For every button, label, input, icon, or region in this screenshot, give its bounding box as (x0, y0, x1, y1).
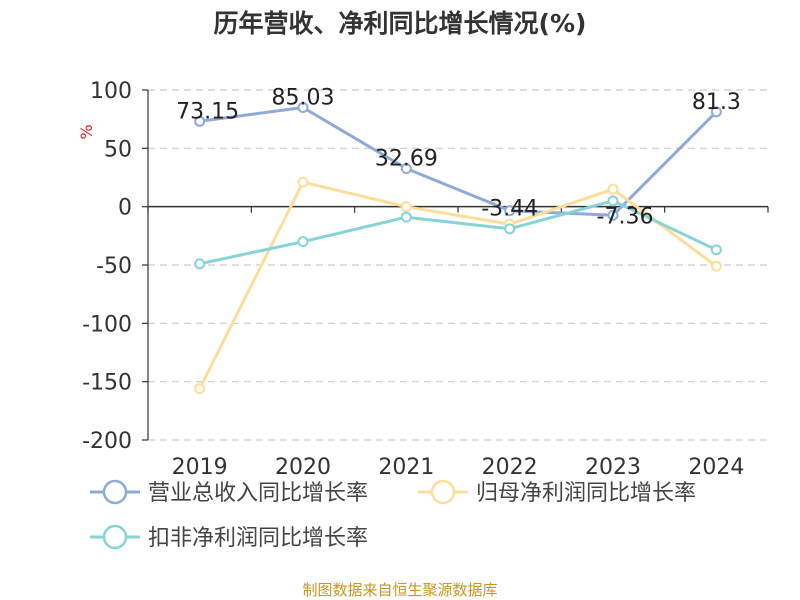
series-line (198, 180, 718, 390)
data-point (194, 115, 206, 127)
series-3 (194, 195, 722, 270)
source-note: 制图数据来自恒生聚源数据库 (302, 581, 497, 599)
data-label: 32.69 (375, 147, 438, 172)
data-point (607, 183, 619, 195)
legend-marker (102, 524, 128, 550)
data-point (297, 176, 309, 188)
data-point (297, 101, 309, 113)
y-tick-label: -150 (82, 371, 132, 396)
series-line (199, 199, 717, 266)
data-point (400, 163, 412, 175)
data-point (194, 258, 206, 270)
data-point (607, 209, 619, 221)
y-axis-unit-label: % (77, 124, 96, 139)
series-1 (194, 101, 722, 221)
axes: 100 50 0 -50 -100 -150 -200 2019 2020 2021 2022 202… (82, 79, 769, 480)
x-tick-label: 2019 (172, 455, 228, 480)
legend-label: 营业总收入同比增长率 (148, 481, 368, 506)
data-point (710, 106, 722, 118)
data-label: -3.44 (481, 197, 538, 222)
data-label: 85.03 (272, 85, 335, 110)
data-label: 81.3 (692, 90, 741, 115)
data-point (194, 383, 206, 395)
legend-marker (102, 479, 128, 505)
x-tick-label: 2020 (275, 455, 331, 480)
series-2 (194, 176, 722, 395)
data-point (297, 236, 309, 248)
legend-item-2[interactable]: 归母净利润同比增长率 (418, 479, 696, 506)
y-tick-label: 100 (90, 79, 132, 104)
chart-title: 历年营收、净利同比增长情况(%) (214, 9, 587, 38)
data-label: -7.36 (597, 204, 654, 229)
legend-label: 归母净利润同比增长率 (476, 481, 696, 506)
data-point (400, 201, 412, 213)
data-point (504, 205, 516, 217)
data-point (607, 195, 619, 207)
data-point (710, 244, 722, 256)
legend-marker (430, 479, 456, 505)
grid-lines (148, 89, 768, 441)
legend-item-1[interactable]: 营业总收入同比增长率 (90, 479, 368, 506)
x-tick-label: 2023 (585, 455, 641, 480)
x-tick-label: 2022 (482, 455, 538, 480)
x-tick-label: 2024 (688, 455, 744, 480)
data-point (710, 260, 722, 272)
y-tick-label: -200 (82, 429, 132, 454)
y-tick-label: -50 (96, 254, 132, 279)
data-point (504, 223, 516, 235)
series-line (199, 106, 718, 217)
data-point (400, 211, 412, 223)
legend-item-3[interactable]: 扣非净利润同比增长率 (90, 524, 368, 551)
legend-label: 扣非净利润同比增长率 (148, 526, 368, 551)
x-tick-label: 2021 (378, 455, 434, 480)
y-tick-label: 0 (118, 196, 132, 221)
series-lines (194, 101, 722, 395)
data-labels: 73.15 85.03 32.69 -3.44 -7.36 81.3 (176, 85, 741, 229)
data-label: 73.15 (176, 99, 239, 124)
y-tick-label: -100 (82, 312, 132, 337)
y-tick-label: 50 (104, 137, 132, 162)
